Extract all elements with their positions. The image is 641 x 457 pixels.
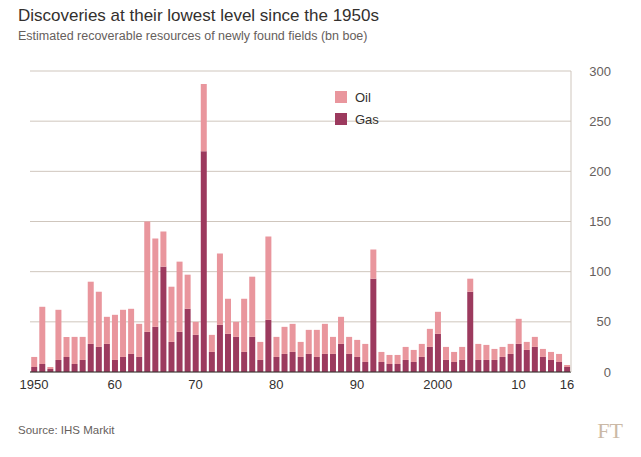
svg-text:16: 16 xyxy=(560,377,574,392)
html-text:Gas: Gas xyxy=(355,111,379,127)
html-text:Source: IHS Markit: Source: IHS Markit xyxy=(18,424,115,436)
svg-text:1950: 1950 xyxy=(20,377,49,392)
svg-text:50: 50 xyxy=(597,314,611,329)
html-text:Oil: Oil xyxy=(355,89,371,105)
svg-text:70: 70 xyxy=(188,377,202,392)
html-text:FT: FT xyxy=(597,418,623,443)
svg-text:80: 80 xyxy=(269,377,283,392)
html-text:Discoveries at their lowest le: Discoveries at their lowest level since … xyxy=(18,6,379,25)
html-text:Estimated recoverable resource: Estimated recoverable resources of newly… xyxy=(18,29,368,43)
svg-text:2000: 2000 xyxy=(423,377,452,392)
svg-text:10: 10 xyxy=(511,377,525,392)
svg-text:60: 60 xyxy=(108,377,122,392)
svg-text:250: 250 xyxy=(589,114,611,129)
svg-text:100: 100 xyxy=(589,264,611,279)
svg-text:0: 0 xyxy=(604,365,611,380)
svg-text:300: 300 xyxy=(589,64,611,79)
svg-text:200: 200 xyxy=(589,164,611,179)
svg-text:90: 90 xyxy=(350,377,364,392)
svg-text:150: 150 xyxy=(589,214,611,229)
